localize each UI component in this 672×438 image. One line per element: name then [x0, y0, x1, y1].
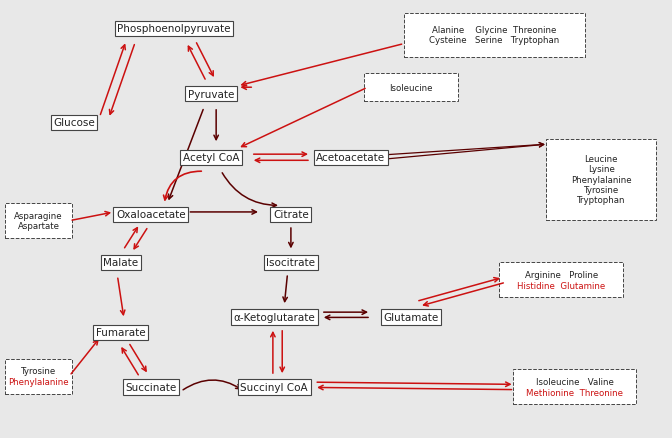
- Text: Citrate: Citrate: [273, 210, 308, 219]
- Text: Pyruvate: Pyruvate: [187, 90, 234, 99]
- FancyBboxPatch shape: [546, 139, 657, 220]
- FancyBboxPatch shape: [499, 263, 623, 297]
- Text: Isocitrate: Isocitrate: [266, 258, 315, 268]
- FancyBboxPatch shape: [513, 370, 636, 405]
- Text: Malate: Malate: [103, 258, 138, 268]
- Text: Phosphoenolpyruvate: Phosphoenolpyruvate: [118, 24, 231, 34]
- FancyBboxPatch shape: [5, 204, 72, 239]
- Text: Tyrosine: Tyrosine: [21, 367, 56, 375]
- Text: Arginine   Proline: Arginine Proline: [525, 270, 598, 279]
- Text: Glutamate: Glutamate: [384, 312, 439, 322]
- Text: Glucose: Glucose: [53, 118, 95, 128]
- Text: Phenylalanine: Phenylalanine: [8, 377, 69, 386]
- Text: Isoleucine   Valine: Isoleucine Valine: [536, 378, 614, 386]
- Text: Fumarate: Fumarate: [96, 328, 146, 338]
- Text: Methionine  Threonine: Methionine Threonine: [526, 388, 623, 397]
- Text: α-Ketoglutarate: α-Ketoglutarate: [233, 312, 315, 322]
- Text: Oxaloacetate: Oxaloacetate: [116, 210, 185, 219]
- FancyBboxPatch shape: [405, 14, 585, 57]
- Text: Acetyl CoA: Acetyl CoA: [183, 153, 239, 163]
- Text: Alanine    Glycine  Threonine
Cysteine   Serine   Tryptophan: Alanine Glycine Threonine Cysteine Serin…: [429, 26, 560, 45]
- Text: Succinate: Succinate: [125, 382, 176, 392]
- Text: Histidine  Glutamine: Histidine Glutamine: [517, 281, 605, 290]
- Text: Succinyl CoA: Succinyl CoA: [241, 382, 308, 392]
- Text: Asparagine
Aspartate: Asparagine Aspartate: [14, 212, 63, 231]
- FancyBboxPatch shape: [364, 74, 458, 102]
- Text: Isoleucine: Isoleucine: [389, 84, 433, 92]
- Text: Leucine
Lysine
Phenylalanine
Tyrosine
Tryptophan: Leucine Lysine Phenylalanine Tyrosine Tr…: [571, 155, 632, 205]
- FancyBboxPatch shape: [5, 359, 72, 394]
- Text: Acetoacetate: Acetoacetate: [317, 153, 386, 163]
